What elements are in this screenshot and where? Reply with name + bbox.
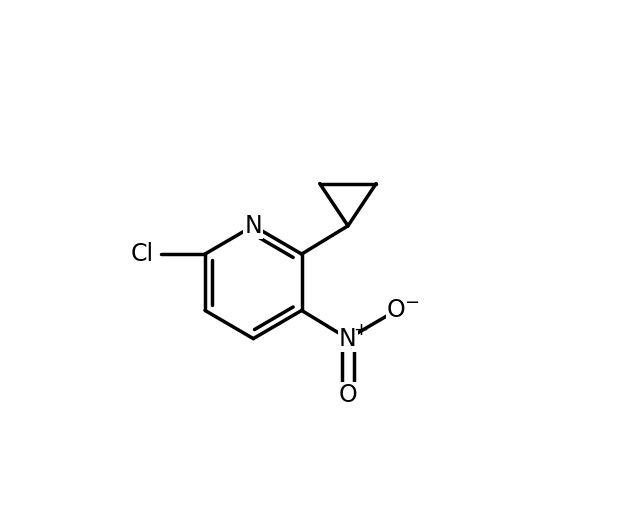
Text: O: O [387, 299, 405, 322]
Text: N: N [339, 327, 357, 350]
Text: +: + [353, 321, 368, 339]
Text: N: N [244, 214, 262, 238]
Text: Cl: Cl [131, 242, 154, 266]
Text: O: O [339, 383, 357, 407]
Text: −: − [404, 294, 419, 312]
